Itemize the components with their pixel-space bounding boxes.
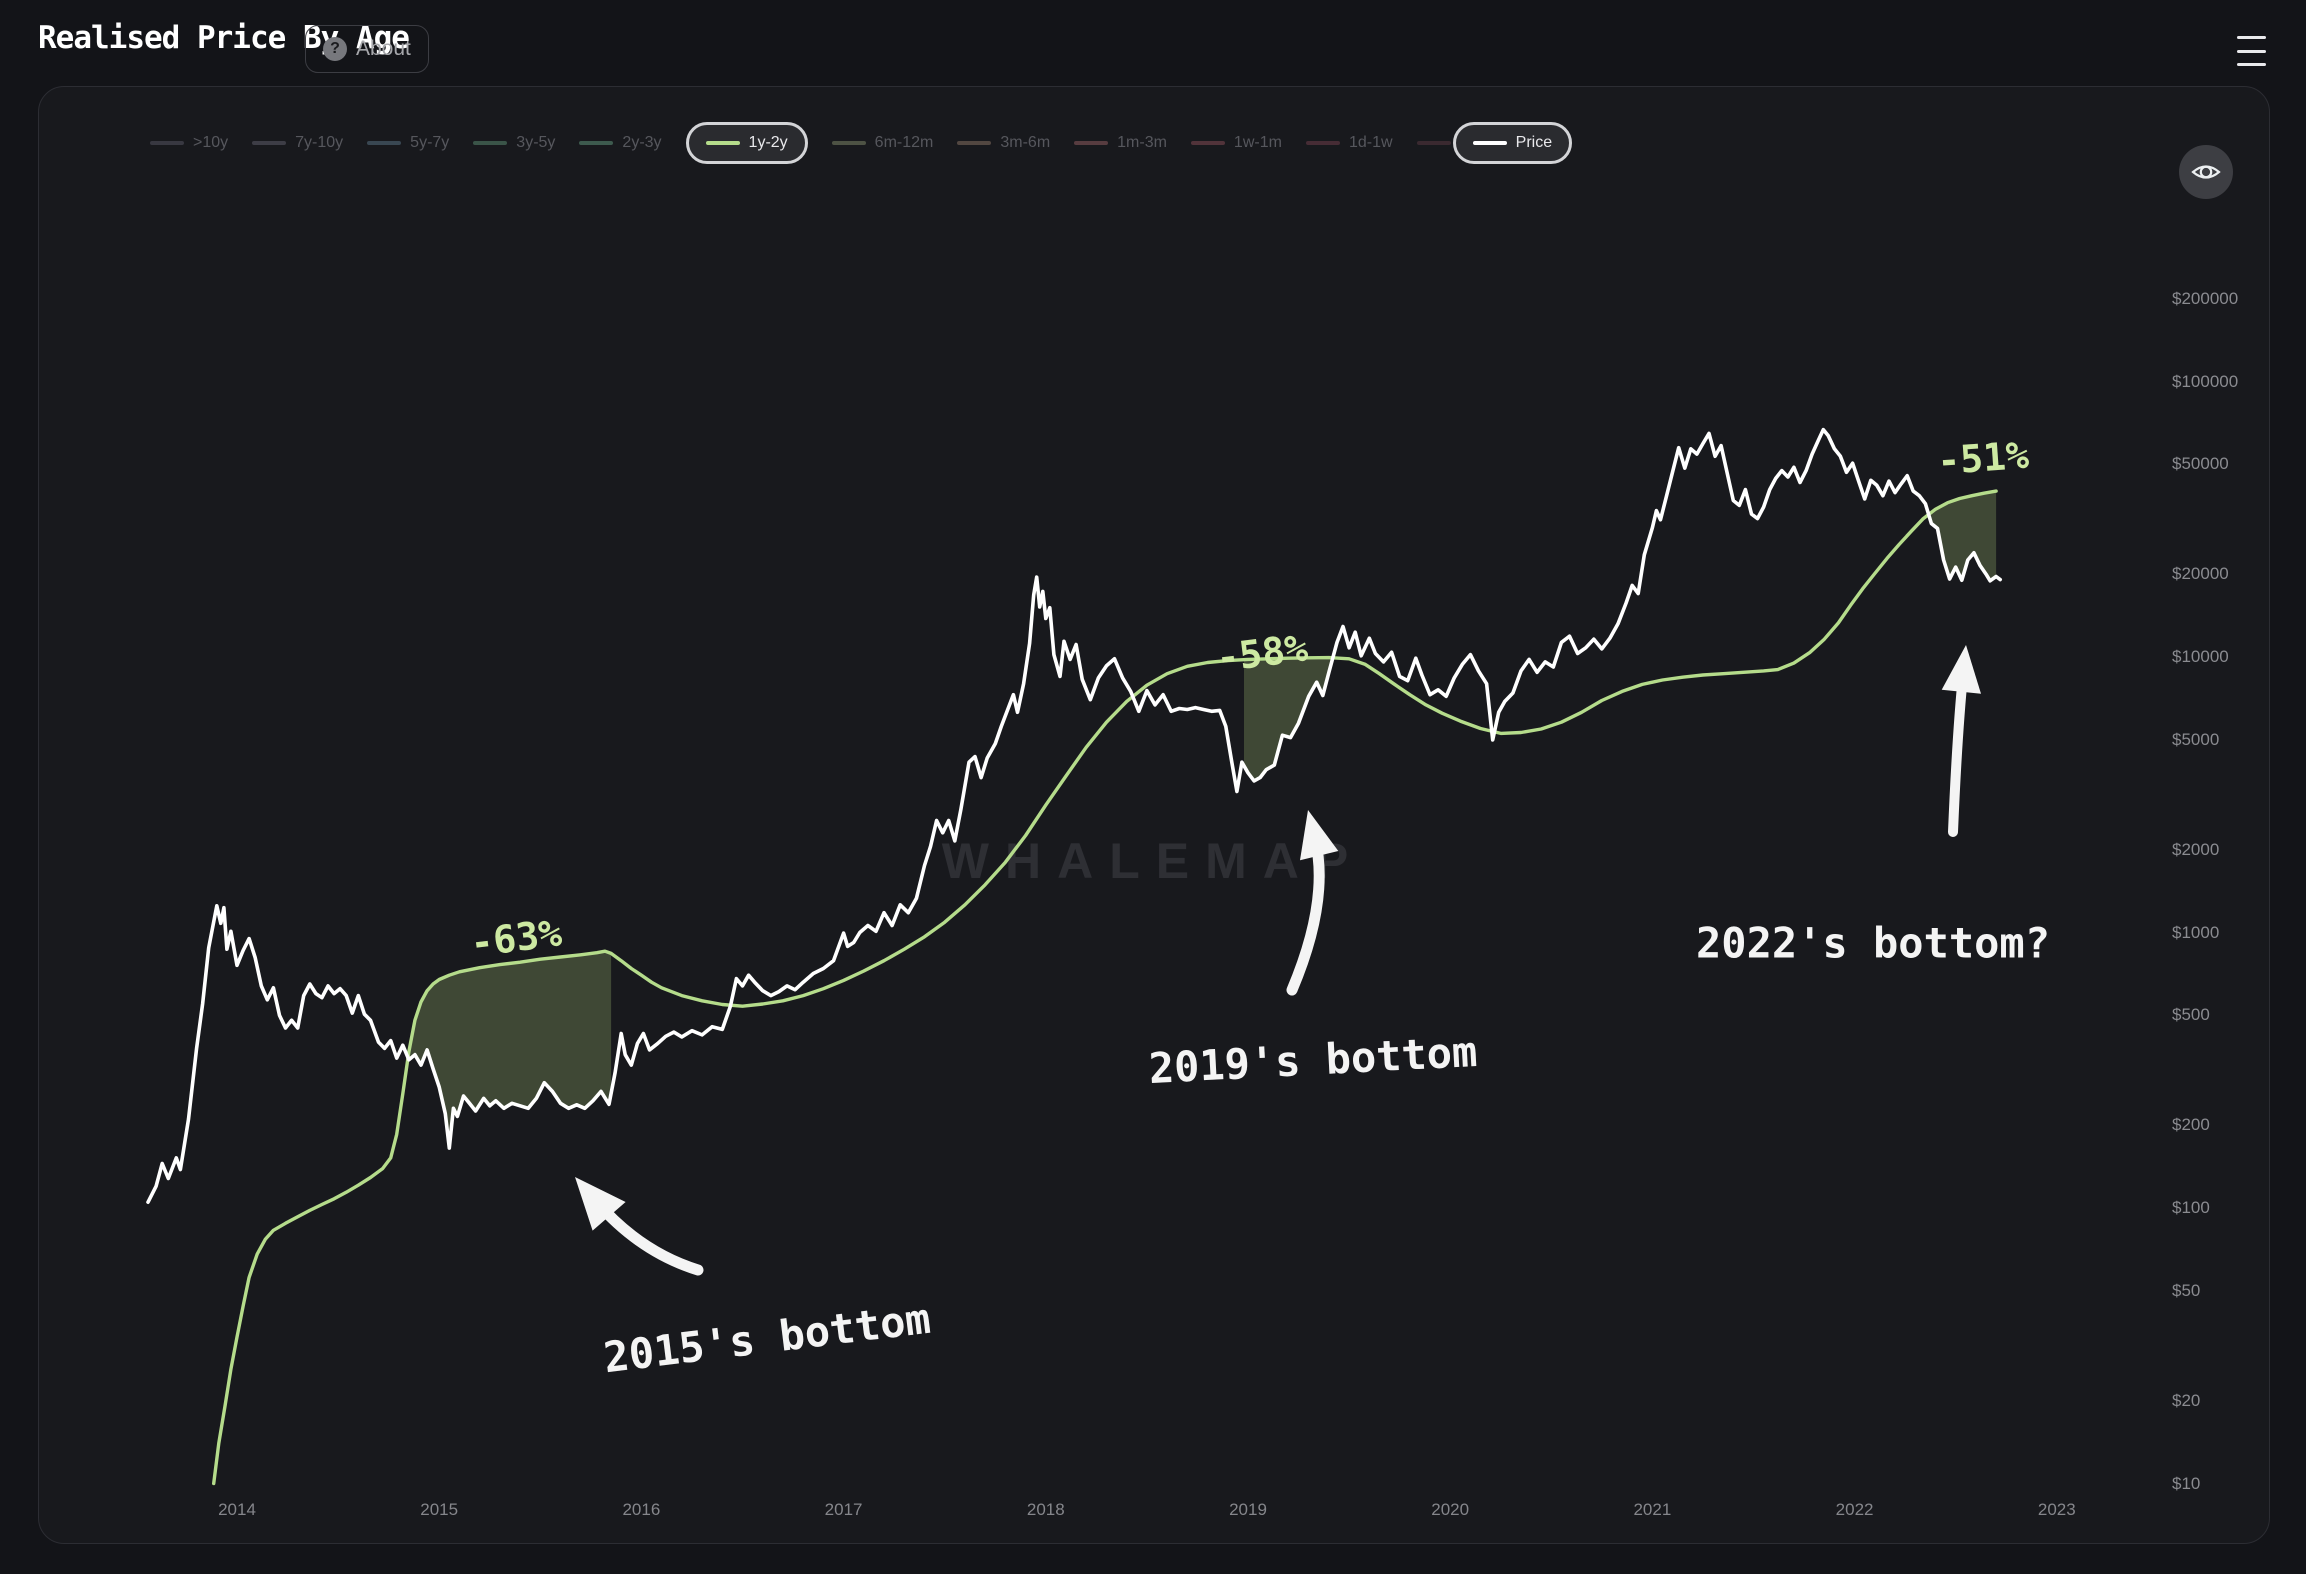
legend-swatch [705,141,740,145]
y-axis-label: $100000 [2172,371,2239,391]
y-axis-label: $100 [2172,1198,2210,1217]
y-axis-label: $50 [2172,1280,2201,1300]
legend-item-1w-1m[interactable]: 1w-1m [1190,134,1282,152]
x-axis-label: 2017 [824,1500,863,1519]
y-axis-label: $200000 [2172,288,2239,308]
y-axis-label: $200 [2172,1115,2210,1135]
x-axis-label: 2020 [1431,1500,1470,1519]
about-button[interactable]: ? About [305,25,429,73]
legend-label: 5y-7y [410,134,450,151]
eye-icon [2191,165,2221,179]
legend-swatch [150,141,184,145]
x-axis-label: 2018 [1026,1500,1065,1519]
y-axis-label: $1000 [2172,922,2220,942]
legend-item-5y-7y[interactable]: 5y-7y [367,134,449,152]
legend-item->10y[interactable]: >10y [150,134,228,152]
y-axis-label: $50000 [2172,454,2229,474]
y-axis-label: $10000 [2172,647,2229,666]
y-axis-label: $5000 [2172,729,2220,749]
legend-swatch [1074,141,1109,145]
x-axis-label: 2019 [1229,1500,1267,1519]
legend-item-3m-6m[interactable]: 3m-6m [957,134,1050,152]
watermark: WHALEMAP [941,833,1365,889]
x-axis-label: 2023 [2037,1500,2076,1519]
legend-label: 3m-6m [1000,134,1051,151]
legend-item-1y-2y[interactable]: 1y-2y [685,122,808,164]
legend-label: 6m-12m [874,134,934,151]
x-axis-label: 2022 [1835,1500,1874,1519]
legend-item-Price[interactable]: Price [1452,122,1573,164]
y-axis-label: $500 [2172,1005,2210,1025]
eye-button[interactable] [2179,145,2233,199]
question-icon: ? [323,37,347,61]
legend-label: 1w-1m [1233,134,1282,151]
legend-item-1m-3m[interactable]: 1m-3m [1074,134,1167,152]
legend-label: 1d-1w [1348,134,1393,151]
legend-swatch [1416,141,1451,145]
hamburger-menu-icon[interactable] [2237,36,2266,66]
legend-swatch [1472,141,1507,145]
legend-item-3y-5y[interactable]: 3y-5y [473,134,555,152]
legend-swatch [473,141,508,145]
title-bar: Realised Price By Age ? About [0,0,2306,86]
legend-label: 1m-3m [1117,134,1167,151]
legend-label: 3y-5y [516,134,556,151]
y-axis-label: $10 [2172,1473,2201,1493]
legend-swatch [1190,141,1225,145]
legend-swatch [831,141,866,145]
legend-swatch [579,141,614,145]
x-axis-label: 2021 [1633,1500,1672,1519]
y-axis-label: $20 [2172,1390,2201,1410]
legend-item-6m-12m[interactable]: 6m-12m [831,134,934,152]
legend-item-2y-3y[interactable]: 2y-3y [579,134,662,152]
legend-swatch [957,141,992,145]
legend-item-1d-1w[interactable]: 1d-1w [1305,134,1393,152]
chart-legend: >10y 7y-10y 5y-7y 3y-5y 2y-3y 1y-2y 6m-12m 3m-6… [150,118,1573,168]
legend-swatch [252,141,287,145]
legend-label: >10y [193,134,229,151]
chart-card [38,86,2270,1544]
page-title: Realised Price By Age [38,20,410,56]
about-label: About [356,37,411,60]
x-axis-label: 2014 [218,1500,256,1519]
y-axis-label: $2000 [2172,839,2220,859]
legend-swatch [367,141,402,145]
x-axis-label: 2016 [622,1500,661,1519]
legend-label: 1y-2y [748,134,788,151]
y-axis-label: $20000 [2172,564,2229,584]
x-axis-label: 2015 [420,1500,459,1519]
annotation-text: 2022's bottom? [1695,918,2051,968]
legend-item-7y-10y[interactable]: 7y-10y [252,134,343,152]
legend-swatch [1305,141,1340,145]
legend-label: 7y-10y [295,134,344,151]
legend-label: 2y-3y [622,134,662,151]
legend-label: Price [1515,134,1553,151]
annotation-text: -51% [1935,432,2031,484]
